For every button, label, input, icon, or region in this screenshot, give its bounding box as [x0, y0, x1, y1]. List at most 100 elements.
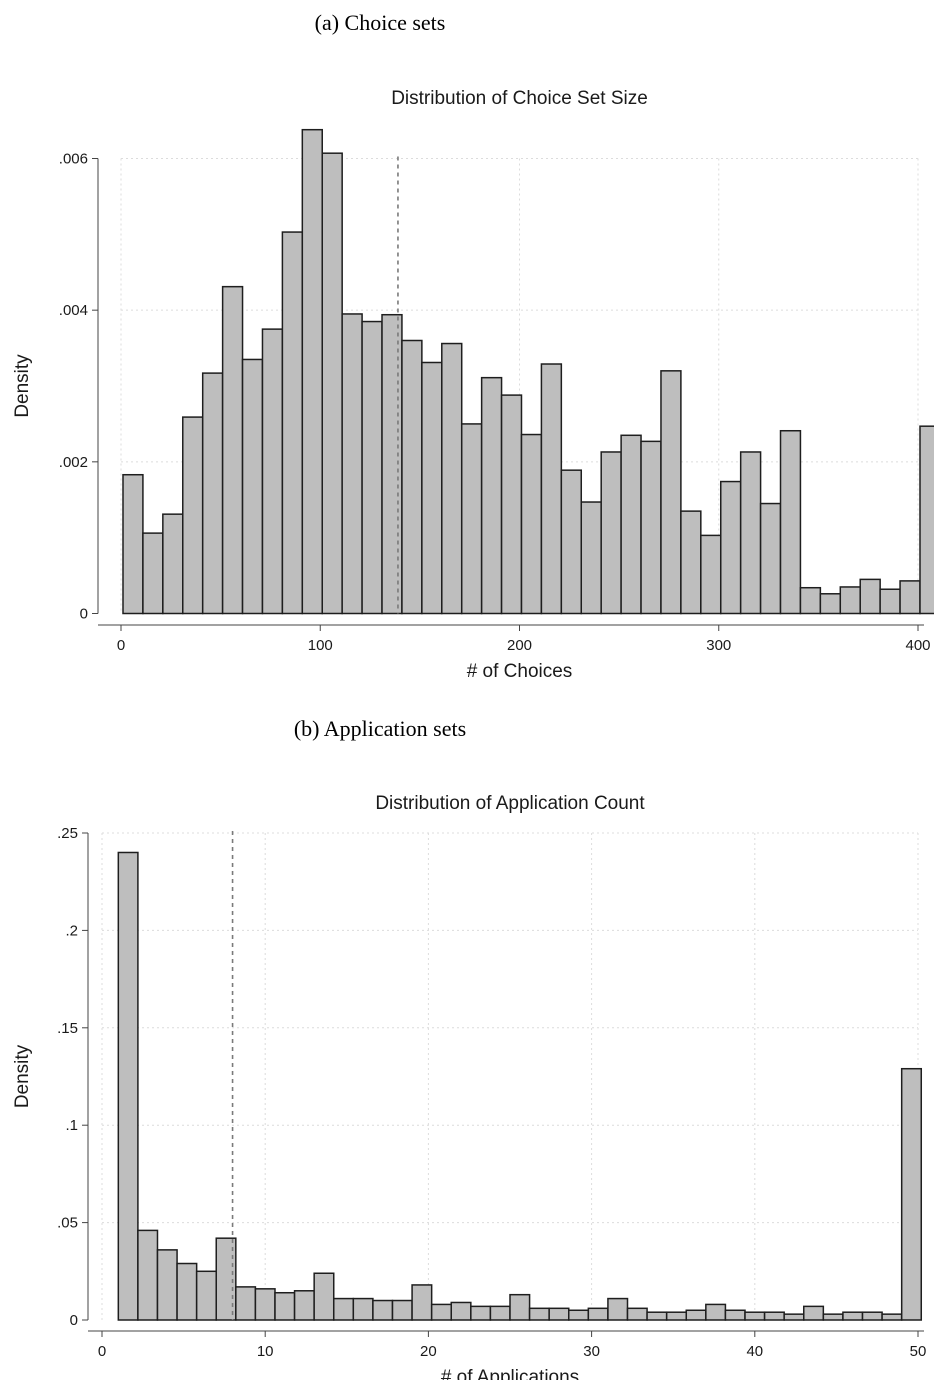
application-count-histogram: Distribution of Application Count 0 .05 .1.… — [12, 793, 927, 1380]
histogram-bar — [859, 578, 881, 615]
histogram-bar — [568, 1309, 590, 1321]
histogram-bar — [861, 1311, 883, 1321]
y-axis-title: Density — [12, 1044, 33, 1108]
histogram-bar — [470, 1305, 492, 1321]
histogram-bar — [799, 586, 822, 615]
histogram-bar — [839, 586, 861, 615]
histogram-bar — [450, 1301, 472, 1321]
x-tick-label: 100 — [308, 637, 333, 654]
histogram-bar — [372, 1299, 394, 1321]
x-tick-label: 50 — [910, 1343, 927, 1360]
histogram-bar — [900, 1067, 923, 1321]
histogram-bar — [540, 363, 563, 615]
histogram-bar — [724, 1309, 746, 1321]
histogram-bar — [480, 376, 503, 615]
histogram-bar — [803, 1305, 825, 1321]
histogram-bar — [919, 425, 934, 615]
histogram-bar — [719, 480, 742, 615]
histogram-bar — [195, 1270, 217, 1321]
histogram-bar — [665, 1311, 688, 1321]
x-axis-title: # of Applications — [441, 1367, 579, 1380]
histogram-bar — [142, 532, 164, 615]
histogram-bar — [321, 152, 343, 615]
histogram-bar — [441, 342, 463, 615]
histogram-bar — [685, 1309, 707, 1321]
histogram-bar — [117, 851, 139, 1321]
panel-a-caption: (a) Choice sets — [314, 10, 446, 35]
histogram-bar — [341, 313, 363, 615]
histogram-bar — [680, 510, 702, 615]
x-tick-label: 40 — [746, 1343, 763, 1360]
y-tick-label: .1 — [65, 1117, 78, 1134]
histogram-bar — [626, 1307, 648, 1321]
x-tick-label: 0 — [117, 637, 125, 654]
y-tick-label: .004 — [59, 302, 88, 319]
y-axis-title: Density — [12, 354, 33, 418]
y-tick-label: .25 — [57, 825, 78, 842]
histogram-bar — [381, 313, 403, 615]
histogram-bar — [201, 372, 224, 615]
chart-title: Distribution of Choice Set Size — [391, 88, 648, 109]
histogram-bar — [763, 1311, 785, 1321]
y-tick-label: .2 — [65, 922, 78, 939]
histogram-bar — [700, 534, 722, 615]
histogram-bar — [705, 1303, 727, 1321]
histogram-bar — [274, 1291, 296, 1321]
histogram-bar — [744, 1311, 766, 1321]
histogram-bar — [301, 128, 323, 615]
histogram-bar — [739, 451, 762, 615]
histogram-bar — [401, 339, 423, 615]
y-tick-label: 0 — [80, 606, 88, 623]
histogram-bar — [391, 1299, 413, 1321]
histogram-bar — [156, 1249, 178, 1321]
y-tick-label: .05 — [57, 1215, 78, 1232]
histogram-bar — [489, 1305, 511, 1321]
x-tick-label: 20 — [420, 1343, 437, 1360]
histogram-bar — [261, 328, 284, 615]
x-tick-label: 400 — [905, 637, 930, 654]
histogram-bar — [500, 394, 523, 615]
histogram-bar — [162, 513, 184, 615]
histogram-bar — [281, 231, 304, 615]
histogram-bar — [411, 1284, 433, 1321]
histogram-bar — [361, 320, 383, 615]
histogram-bar — [122, 473, 144, 615]
histogram-bar — [783, 1313, 805, 1321]
panel-b-caption: (b) Application sets — [293, 716, 467, 741]
y-tick-label: .15 — [57, 1020, 78, 1037]
histogram-bar — [607, 1297, 629, 1321]
histogram-bar — [580, 501, 602, 615]
y-tick-label: .006 — [59, 151, 88, 168]
histogram-bar — [235, 1286, 257, 1321]
histogram-bar — [509, 1293, 531, 1321]
histogram-bar — [241, 358, 264, 615]
histogram-bar — [421, 361, 443, 615]
histogram-bar — [646, 1311, 668, 1321]
histogram-bar — [137, 1229, 159, 1321]
histogram-bar — [313, 1272, 335, 1321]
x-tick-label: 0 — [98, 1343, 106, 1360]
chart-title: Distribution of Application Count — [375, 793, 645, 814]
histogram-bar — [620, 434, 642, 615]
histogram-bar — [460, 423, 483, 615]
histogram-bar — [221, 285, 244, 615]
histogram-bar — [548, 1307, 570, 1321]
x-axis-title: # of Choices — [467, 661, 573, 682]
histogram-bar — [254, 1288, 276, 1321]
y-tick-label: 0 — [70, 1312, 78, 1329]
histogram-bar — [822, 1313, 844, 1321]
histogram-bar — [779, 429, 802, 615]
histogram-bar — [520, 433, 543, 615]
histogram-bar — [293, 1290, 315, 1321]
histogram-bar — [881, 1313, 903, 1321]
histogram-bar — [842, 1311, 864, 1321]
histogram-bar — [430, 1303, 452, 1321]
histogram-bar — [640, 440, 662, 615]
histogram-bar — [176, 1262, 198, 1321]
histogram-bar — [660, 370, 682, 615]
histogram-bar — [879, 588, 901, 615]
x-tick-label: 200 — [507, 637, 532, 654]
histogram-bar — [560, 469, 583, 615]
histogram-bar — [819, 593, 842, 615]
histogram-bar — [528, 1307, 550, 1321]
